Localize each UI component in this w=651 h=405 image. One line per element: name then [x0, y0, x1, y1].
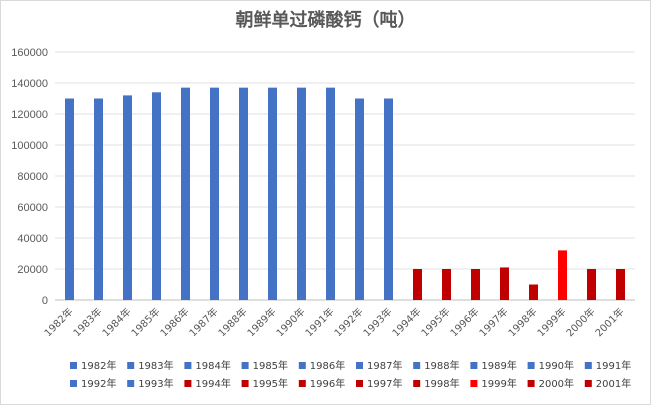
- legend-label: 1989年: [481, 359, 516, 372]
- legend-label: 2000年: [539, 377, 574, 390]
- legend-swatch: [298, 380, 306, 387]
- x-tick-label: 1983年: [70, 305, 104, 339]
- legend-swatch: [527, 380, 535, 387]
- y-tick-label: 100000: [11, 140, 48, 152]
- legend-label: 1987年: [367, 359, 402, 372]
- bar: [471, 269, 480, 300]
- bar: [529, 284, 538, 300]
- legend-swatch: [527, 362, 535, 369]
- legend-swatch: [241, 380, 249, 387]
- y-tick-label: 60000: [17, 202, 48, 214]
- legend-label: 1998年: [424, 377, 459, 390]
- x-tick-label: 2000年: [563, 305, 597, 339]
- legend-swatch: [298, 362, 306, 369]
- legend-label: 1985年: [253, 359, 288, 372]
- x-tick-label: 1995年: [418, 305, 452, 339]
- x-tick-label: 1997年: [476, 305, 510, 339]
- bar: [500, 267, 509, 300]
- bar: [210, 87, 219, 301]
- legend-swatch: [470, 380, 478, 387]
- bar: [558, 250, 567, 300]
- bar: [239, 87, 248, 301]
- x-tick-label: 1988年: [215, 305, 249, 339]
- bar: [326, 87, 335, 301]
- bar: [268, 87, 277, 301]
- x-tick-label: 1985年: [128, 305, 162, 339]
- x-tick-label: 1992年: [331, 305, 365, 339]
- legend-swatch: [127, 380, 135, 387]
- legend-label: 1991年: [596, 359, 631, 372]
- bar: [587, 269, 596, 300]
- y-tick-label: 120000: [11, 109, 48, 121]
- legend-label: 1990年: [539, 359, 574, 372]
- bar: [297, 87, 306, 301]
- bar: [181, 87, 190, 301]
- x-tick-label: 1986年: [157, 305, 191, 339]
- bar: [442, 269, 451, 300]
- y-tick-label: 160000: [11, 47, 48, 59]
- x-tick-label: 1996年: [447, 305, 481, 339]
- legend-swatch: [584, 380, 592, 387]
- legend-swatch: [241, 362, 249, 369]
- legend-label: 1995年: [253, 377, 288, 390]
- bar: [123, 95, 132, 301]
- x-tick-label: 1994年: [389, 305, 423, 339]
- y-tick-label: 40000: [17, 233, 48, 245]
- legend-swatch: [184, 380, 192, 387]
- legend-swatch: [413, 362, 421, 369]
- x-tick-label: 1990年: [273, 305, 307, 339]
- x-tick-label: 1984年: [99, 305, 133, 339]
- y-tick-label: 20000: [17, 264, 48, 276]
- bar: [65, 98, 74, 300]
- legend-swatch: [413, 380, 421, 387]
- bar: [355, 98, 364, 300]
- legend-swatch: [70, 362, 77, 369]
- x-tick-label: 1987年: [186, 305, 220, 339]
- legend-label: 1988年: [424, 359, 459, 372]
- legend-swatch: [356, 362, 363, 369]
- bar: [413, 269, 422, 300]
- legend-label: 1993年: [138, 377, 173, 390]
- bar: [94, 98, 103, 300]
- legend-swatch: [70, 380, 77, 387]
- legend-label: 1986年: [310, 359, 345, 372]
- x-tick-label: 1998年: [505, 305, 539, 339]
- x-tick-label: 1993年: [360, 305, 394, 339]
- legend-swatch: [470, 362, 478, 369]
- bar: [152, 92, 161, 300]
- legend-swatch: [584, 362, 592, 369]
- bar: [384, 98, 393, 300]
- bar: [616, 269, 625, 300]
- legend-label: 2001年: [596, 377, 631, 390]
- legend-label: 1999年: [481, 377, 516, 390]
- y-tick-label: 80000: [17, 171, 48, 183]
- legend-label: 1982年: [81, 359, 116, 372]
- x-tick-label: 1991年: [302, 305, 336, 339]
- legend-swatch: [356, 380, 363, 387]
- legend-label: 1996年: [310, 377, 345, 390]
- x-tick-label: 2001年: [592, 305, 626, 339]
- legend-label: 1994年: [195, 377, 230, 390]
- legend-swatch: [184, 362, 192, 369]
- legend-swatch: [127, 362, 135, 369]
- legend-label: 1992年: [81, 377, 116, 390]
- legend-label: 1984年: [195, 359, 230, 372]
- x-tick-label: 1982年: [41, 305, 75, 339]
- legend-label: 1997年: [367, 377, 402, 390]
- legend-label: 1983年: [138, 359, 173, 372]
- y-tick-label: 0: [42, 295, 48, 307]
- y-tick-label: 140000: [11, 78, 48, 90]
- x-tick-label: 1999年: [534, 305, 568, 339]
- chart-title: 朝鲜单过磷酸钙（吨）: [235, 10, 416, 31]
- x-tick-label: 1989年: [244, 305, 278, 339]
